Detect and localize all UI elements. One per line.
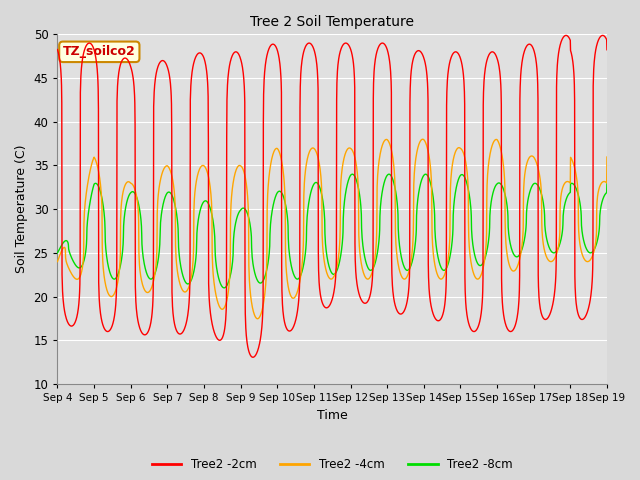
- Tree2 -2cm: [599, 33, 607, 38]
- Tree2 -2cm: [54, 47, 61, 52]
- Line: Tree2 -2cm: Tree2 -2cm: [58, 36, 607, 357]
- Tree2 -4cm: [348, 147, 356, 153]
- Tree2 -8cm: [207, 207, 214, 213]
- Tree2 -4cm: [492, 137, 500, 143]
- Tree2 -8cm: [603, 181, 611, 187]
- Tree2 -2cm: [570, 70, 578, 76]
- Tree2 -2cm: [249, 354, 257, 360]
- Tree2 -4cm: [419, 136, 426, 142]
- Tree2 -4cm: [570, 163, 578, 169]
- Tree2 -2cm: [555, 50, 563, 56]
- Tree2 -4cm: [360, 272, 368, 277]
- Y-axis label: Soil Temperature (C): Soil Temperature (C): [15, 145, 28, 274]
- Tree2 -4cm: [207, 189, 214, 194]
- Line: Tree2 -4cm: Tree2 -4cm: [58, 139, 607, 319]
- Line: Tree2 -8cm: Tree2 -8cm: [58, 174, 607, 288]
- Tree2 -4cm: [54, 259, 61, 264]
- Tree2 -2cm: [348, 52, 356, 58]
- Tree2 -4cm: [555, 241, 563, 247]
- Tree2 -2cm: [360, 300, 368, 306]
- Tree2 -4cm: [603, 154, 611, 160]
- Title: Tree 2 Soil Temperature: Tree 2 Soil Temperature: [250, 15, 414, 29]
- Tree2 -8cm: [54, 250, 61, 256]
- Tree2 -2cm: [603, 47, 611, 53]
- Tree2 -8cm: [220, 285, 228, 291]
- Tree2 -8cm: [570, 182, 578, 188]
- Tree2 -2cm: [207, 312, 214, 318]
- Tree2 -8cm: [348, 171, 356, 177]
- X-axis label: Time: Time: [317, 408, 348, 421]
- Tree2 -4cm: [253, 316, 261, 322]
- Tree2 -8cm: [360, 252, 368, 258]
- Tree2 -8cm: [492, 182, 500, 188]
- Tree2 -8cm: [555, 244, 563, 250]
- Tree2 -8cm: [349, 171, 356, 177]
- Tree2 -2cm: [492, 53, 500, 59]
- Text: TZ_soilco2: TZ_soilco2: [63, 45, 136, 58]
- Legend: Tree2 -2cm, Tree2 -4cm, Tree2 -8cm: Tree2 -2cm, Tree2 -4cm, Tree2 -8cm: [147, 454, 518, 476]
